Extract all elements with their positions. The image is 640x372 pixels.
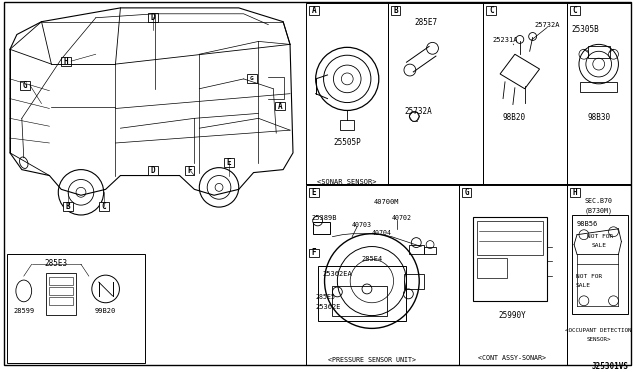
Text: 40703: 40703 xyxy=(352,222,372,228)
Bar xyxy=(20,81,29,90)
Text: 28599: 28599 xyxy=(13,308,35,314)
Bar xyxy=(459,185,567,365)
Bar xyxy=(390,6,401,15)
Text: G: G xyxy=(464,188,469,197)
Text: 25362E: 25362E xyxy=(316,304,341,310)
Text: D: D xyxy=(150,166,156,174)
Text: <CONT ASSY-SONAR>: <CONT ASSY-SONAR> xyxy=(478,355,546,361)
Text: D: D xyxy=(150,13,156,22)
Bar xyxy=(148,13,158,22)
Text: G: G xyxy=(22,81,27,90)
Text: 285E4: 285E4 xyxy=(361,256,383,262)
Text: 40704: 40704 xyxy=(372,230,392,236)
Text: <SONAR SENSOR>: <SONAR SENSOR> xyxy=(317,179,377,186)
Bar xyxy=(306,3,388,185)
Bar xyxy=(49,287,73,295)
Bar xyxy=(313,222,330,234)
Text: C: C xyxy=(489,6,493,15)
Bar xyxy=(99,202,109,211)
Bar xyxy=(570,188,580,197)
Text: 285E3: 285E3 xyxy=(45,259,68,268)
Bar xyxy=(410,244,424,254)
Text: F: F xyxy=(187,166,192,174)
Bar xyxy=(567,3,631,185)
Text: F: F xyxy=(312,248,316,257)
Text: SEC.B70: SEC.B70 xyxy=(585,198,612,204)
Bar xyxy=(308,248,319,257)
Text: E: E xyxy=(227,158,231,167)
Text: NOT FOR: NOT FOR xyxy=(576,274,602,279)
Text: J25301VS: J25301VS xyxy=(591,362,628,371)
Bar xyxy=(404,274,424,289)
Text: 25389B: 25389B xyxy=(312,215,337,221)
Text: B: B xyxy=(66,202,70,211)
Bar xyxy=(461,188,472,197)
Text: 285E5: 285E5 xyxy=(316,294,335,300)
Bar xyxy=(424,247,436,254)
Text: E: E xyxy=(312,188,316,197)
Bar xyxy=(580,82,618,92)
Text: <PRESSURE SENSOR UNIT>: <PRESSURE SENSOR UNIT> xyxy=(328,357,416,363)
Bar xyxy=(275,102,285,110)
Bar xyxy=(49,277,73,285)
Bar xyxy=(148,166,158,174)
Text: 285E7: 285E7 xyxy=(415,18,438,27)
Bar xyxy=(477,221,543,256)
Bar xyxy=(184,166,195,174)
Text: SALE: SALE xyxy=(576,283,591,288)
Text: H: H xyxy=(573,188,577,197)
Text: 40700M: 40700M xyxy=(374,199,399,205)
Bar xyxy=(570,6,580,15)
Bar xyxy=(63,202,73,211)
Text: 25732A: 25732A xyxy=(534,22,560,28)
Bar xyxy=(61,57,71,66)
Text: 40702: 40702 xyxy=(392,215,412,221)
Bar xyxy=(474,217,547,301)
Bar xyxy=(308,188,319,197)
Text: 25231A: 25231A xyxy=(492,38,518,44)
Text: 25990Y: 25990Y xyxy=(498,311,526,320)
Text: SENSOR>: SENSOR> xyxy=(586,337,611,342)
Bar xyxy=(340,120,354,130)
Text: 25305B: 25305B xyxy=(571,25,599,33)
Bar xyxy=(49,297,73,305)
Text: G: G xyxy=(250,76,253,81)
Text: (B730M): (B730M) xyxy=(585,207,612,214)
Text: 98B56: 98B56 xyxy=(577,221,598,227)
Text: 98B30: 98B30 xyxy=(587,113,611,122)
Text: <OCCUPANT DETECTION: <OCCUPANT DETECTION xyxy=(566,328,632,333)
Text: 25505P: 25505P xyxy=(333,138,361,147)
Text: A: A xyxy=(312,6,316,15)
Text: NOT FOR: NOT FOR xyxy=(587,234,613,239)
Bar xyxy=(483,3,567,185)
Bar xyxy=(388,3,483,185)
Bar xyxy=(317,266,406,321)
Text: C: C xyxy=(573,6,577,15)
Text: B: B xyxy=(393,6,398,15)
Bar xyxy=(224,158,234,167)
Text: H: H xyxy=(64,57,68,66)
Text: C: C xyxy=(101,202,106,211)
Bar xyxy=(246,74,257,83)
Bar xyxy=(572,215,628,314)
Bar xyxy=(567,185,631,365)
Bar xyxy=(588,46,609,58)
Text: 25362EA: 25362EA xyxy=(323,271,353,277)
Text: 99B20: 99B20 xyxy=(95,308,116,314)
Bar xyxy=(477,259,507,278)
Bar xyxy=(332,286,387,315)
Bar xyxy=(7,254,145,363)
Text: 25732A: 25732A xyxy=(404,106,432,115)
Bar xyxy=(47,273,76,315)
Bar xyxy=(306,185,459,365)
Text: SALE: SALE xyxy=(592,243,607,248)
Bar xyxy=(486,6,496,15)
Bar xyxy=(308,6,319,15)
Text: A: A xyxy=(278,102,282,110)
Text: 98B20: 98B20 xyxy=(502,113,525,122)
